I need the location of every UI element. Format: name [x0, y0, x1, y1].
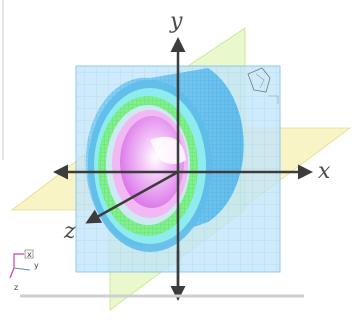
axes: y x z	[53, 9, 331, 301]
axes-triad-icon[interactable]: x y z	[9, 249, 39, 292]
mini-x-label: x	[27, 250, 32, 259]
z-axis-label: z	[63, 219, 76, 244]
z-axis-line	[85, 170, 179, 224]
view-cube-icon[interactable]	[247, 67, 279, 104]
x-axis-label: x	[318, 159, 331, 184]
mini-y-label: y	[34, 261, 39, 270]
mini-z-label: z	[14, 283, 18, 292]
y-axis-label: y	[169, 9, 183, 34]
